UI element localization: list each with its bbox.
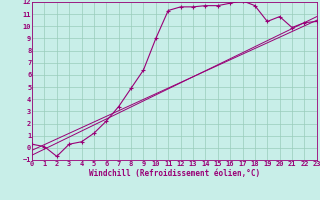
X-axis label: Windchill (Refroidissement éolien,°C): Windchill (Refroidissement éolien,°C) bbox=[89, 169, 260, 178]
